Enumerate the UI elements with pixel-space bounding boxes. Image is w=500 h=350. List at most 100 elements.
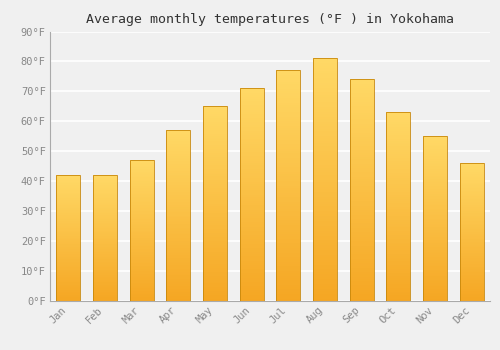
Bar [130,290,154,291]
Bar [350,234,374,237]
Bar [276,140,300,142]
Bar [460,164,483,166]
Bar [240,186,264,188]
Bar [56,210,80,212]
Bar [386,263,410,265]
Bar [240,231,264,233]
Bar [386,197,410,199]
Bar [166,135,190,137]
Bar [276,294,300,296]
Bar [56,275,80,276]
Bar [423,247,447,248]
Bar [203,124,227,126]
Bar [313,163,337,165]
Bar [276,280,300,282]
Bar [423,189,447,191]
Bar [350,252,374,254]
Bar [386,254,410,256]
Bar [130,201,154,203]
Bar [203,153,227,155]
Bar [93,247,117,248]
Bar [423,288,447,289]
Bar [276,246,300,248]
Bar [350,157,374,159]
Bar [276,253,300,255]
Bar [276,124,300,126]
Bar [56,216,80,217]
Bar [423,153,447,154]
Bar [276,271,300,273]
Bar [386,205,410,206]
Bar [93,293,117,295]
Bar [313,206,337,209]
Bar [56,250,80,251]
Bar [460,194,483,195]
Bar [423,154,447,156]
Bar [240,226,264,229]
Bar [166,216,190,217]
Bar [130,186,154,187]
Bar [350,173,374,175]
Bar [93,223,117,224]
Bar [130,233,154,235]
Bar [460,195,483,196]
Bar [350,113,374,115]
Bar [350,241,374,243]
Bar [460,286,483,287]
Bar [203,116,227,118]
Bar [56,286,80,287]
Bar [423,182,447,184]
Bar [166,299,190,301]
Bar [423,192,447,194]
Bar [56,175,80,176]
Bar [93,206,117,208]
Bar [350,195,374,197]
Bar [313,119,337,121]
Bar [130,267,154,269]
Bar [460,198,483,199]
Bar [386,243,410,244]
Bar [460,169,483,170]
Bar [203,245,227,246]
Bar [423,253,447,255]
Bar [350,230,374,232]
Bar [203,250,227,252]
Bar [203,211,227,214]
Bar [386,252,410,254]
Bar [313,107,337,110]
Bar [276,239,300,241]
Bar [93,218,117,219]
Bar [56,176,80,178]
Bar [203,299,227,301]
Bar [350,223,374,226]
Bar [423,184,447,186]
Bar [240,248,264,250]
Bar [56,179,80,180]
Bar [166,255,190,257]
Bar [93,257,117,258]
Bar [93,297,117,299]
Bar [423,176,447,177]
Bar [276,174,300,176]
Bar [203,165,227,167]
Bar [460,229,483,231]
Bar [56,202,80,203]
Bar [423,285,447,286]
Bar [276,144,300,147]
Bar [313,299,337,301]
Bar [423,230,447,232]
Bar [350,272,374,274]
Bar [350,210,374,212]
Bar [93,266,117,267]
Bar [56,239,80,241]
Bar [350,179,374,181]
Bar [203,122,227,124]
Bar [313,228,337,231]
Bar [276,243,300,246]
Bar [166,243,190,245]
Bar [240,93,264,95]
Bar [386,278,410,280]
Bar [130,162,154,163]
Bar [350,279,374,281]
Bar [130,211,154,212]
